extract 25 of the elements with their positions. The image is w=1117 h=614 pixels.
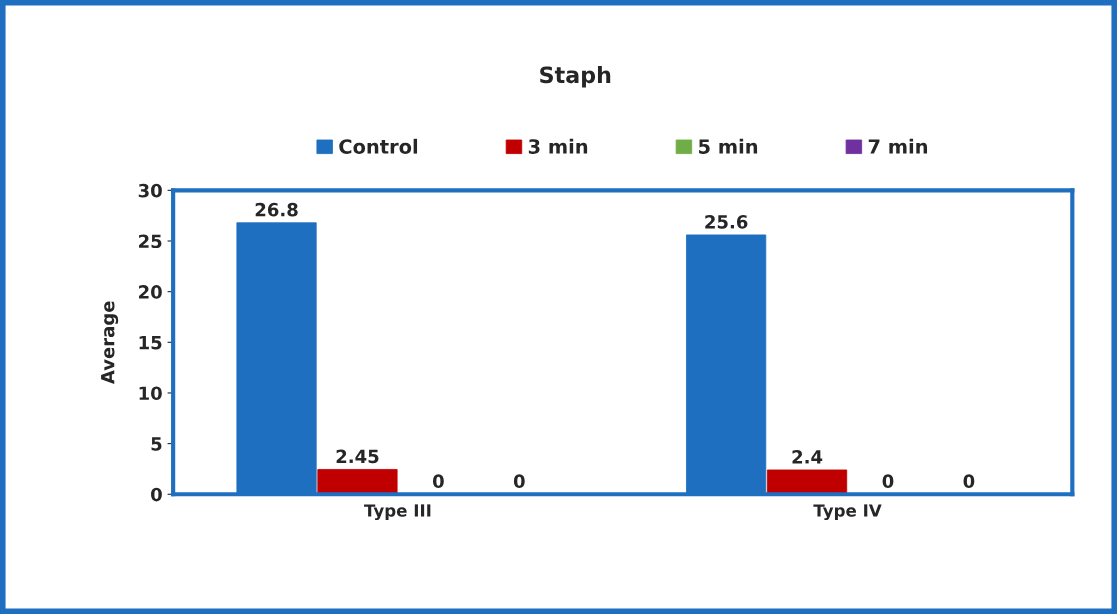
x-tick-label: Type III — [364, 504, 431, 521]
y-tick-label: 5 — [151, 437, 162, 451]
data-label: 0 — [432, 474, 444, 488]
y-axis-title: Average — [101, 301, 119, 385]
y-tick-label: 30 — [138, 183, 162, 198]
legend-label: Control — [339, 138, 418, 154]
legend-label: 5 min — [699, 138, 758, 154]
bar — [317, 469, 398, 495]
x-tick-label: Type IV — [813, 504, 882, 521]
y-tick-label: 15 — [139, 336, 162, 350]
legend-label: 3 min — [528, 138, 588, 154]
y-tick-label: 0 — [151, 487, 162, 502]
legend-label: 7 min — [868, 138, 928, 154]
data-label: 0 — [882, 474, 894, 488]
y-tick-label: 25 — [139, 234, 162, 249]
data-label: 25.6 — [705, 214, 748, 229]
data-label: 2.4 — [792, 450, 823, 464]
bar — [766, 469, 848, 495]
data-label: 26.8 — [255, 202, 298, 217]
data-label: 0 — [963, 474, 975, 488]
chart-title: Staph — [540, 66, 611, 88]
y-tick-label: 10 — [139, 386, 162, 401]
data-label: 2.45 — [336, 449, 379, 464]
data-label: 0 — [513, 474, 525, 488]
y-tick-label: 20 — [139, 285, 162, 299]
